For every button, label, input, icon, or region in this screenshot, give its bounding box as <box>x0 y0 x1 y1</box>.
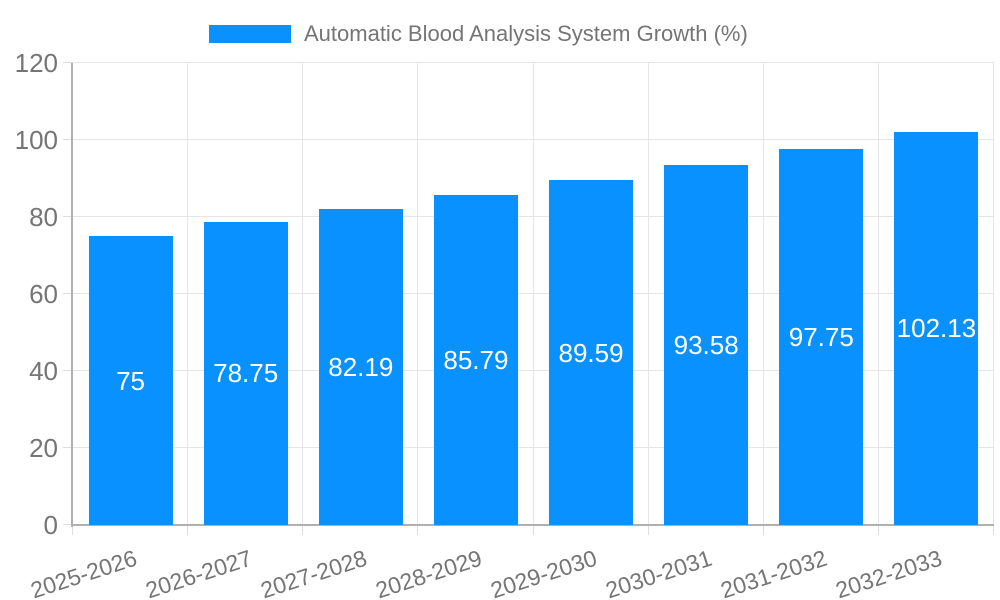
y-axis-tick-label: 40 <box>29 356 58 386</box>
bar[interactable]: 75 <box>88 236 173 525</box>
gridline-vertical <box>187 63 189 525</box>
x-axis-tick <box>647 525 649 535</box>
gridline-horizontal <box>73 293 994 294</box>
y-axis-tick-label: 100 <box>14 125 58 155</box>
bar-value-label: 89.59 <box>558 337 624 368</box>
gridline-horizontal <box>73 139 994 140</box>
bar[interactable]: 97.75 <box>779 148 864 525</box>
bar-value-label: 78.75 <box>213 358 279 389</box>
x-axis-tick <box>532 525 534 535</box>
gridline-vertical <box>417 63 419 525</box>
legend-label: Automatic Blood Analysis System Growth (… <box>304 21 748 46</box>
x-axis-tick <box>877 525 879 535</box>
y-axis-line <box>71 63 73 527</box>
y-axis-tick-label: 120 <box>14 48 58 78</box>
gridline-horizontal <box>73 62 994 63</box>
y-axis-tick <box>63 139 73 140</box>
gridline-vertical <box>647 63 649 525</box>
gridline-vertical <box>762 63 764 525</box>
gridline-vertical <box>532 63 534 525</box>
x-axis-tick <box>302 525 304 535</box>
y-axis-tick-label: 20 <box>29 433 58 463</box>
y-axis-tick-label: 60 <box>29 279 58 309</box>
x-axis-tick <box>417 525 419 535</box>
bar-value-label: 75 <box>116 365 146 396</box>
gridline-vertical <box>993 63 994 525</box>
bar-value-label: 85.79 <box>443 344 509 375</box>
bar[interactable]: 85.79 <box>433 194 518 525</box>
bar[interactable]: 78.75 <box>203 221 288 525</box>
gridline-vertical <box>877 63 879 525</box>
y-axis-tick <box>63 370 73 371</box>
x-axis-line <box>71 524 994 526</box>
bar[interactable]: 93.58 <box>664 164 749 525</box>
y-axis-tick <box>63 62 73 63</box>
bar[interactable]: 82.19 <box>318 208 403 525</box>
gridline-horizontal <box>73 447 994 448</box>
legend-swatch <box>209 25 291 43</box>
y-axis-tick-label: 80 <box>29 202 58 232</box>
y-axis-tick <box>63 216 73 217</box>
legend-item[interactable]: Automatic Blood Analysis System Growth (… <box>209 20 748 48</box>
x-axis-tick <box>762 525 764 535</box>
gridline-horizontal <box>73 216 994 217</box>
bar-value-label: 97.75 <box>788 321 854 352</box>
y-axis-tick <box>63 293 73 294</box>
x-axis-tick <box>72 525 73 535</box>
bar[interactable]: 89.59 <box>549 180 634 525</box>
bar-value-label: 102.13 <box>896 313 977 344</box>
gridline-vertical <box>302 63 304 525</box>
y-axis-tick <box>63 447 73 448</box>
bar-value-label: 82.19 <box>328 351 394 382</box>
y-axis-tick <box>63 524 73 525</box>
x-axis-tick <box>187 525 189 535</box>
y-axis-tick-label: 0 <box>43 510 58 540</box>
bar-value-label: 93.58 <box>673 329 739 360</box>
bar[interactable]: 102.13 <box>894 131 979 525</box>
x-axis-tick <box>993 525 994 535</box>
gridline-horizontal <box>73 370 994 371</box>
